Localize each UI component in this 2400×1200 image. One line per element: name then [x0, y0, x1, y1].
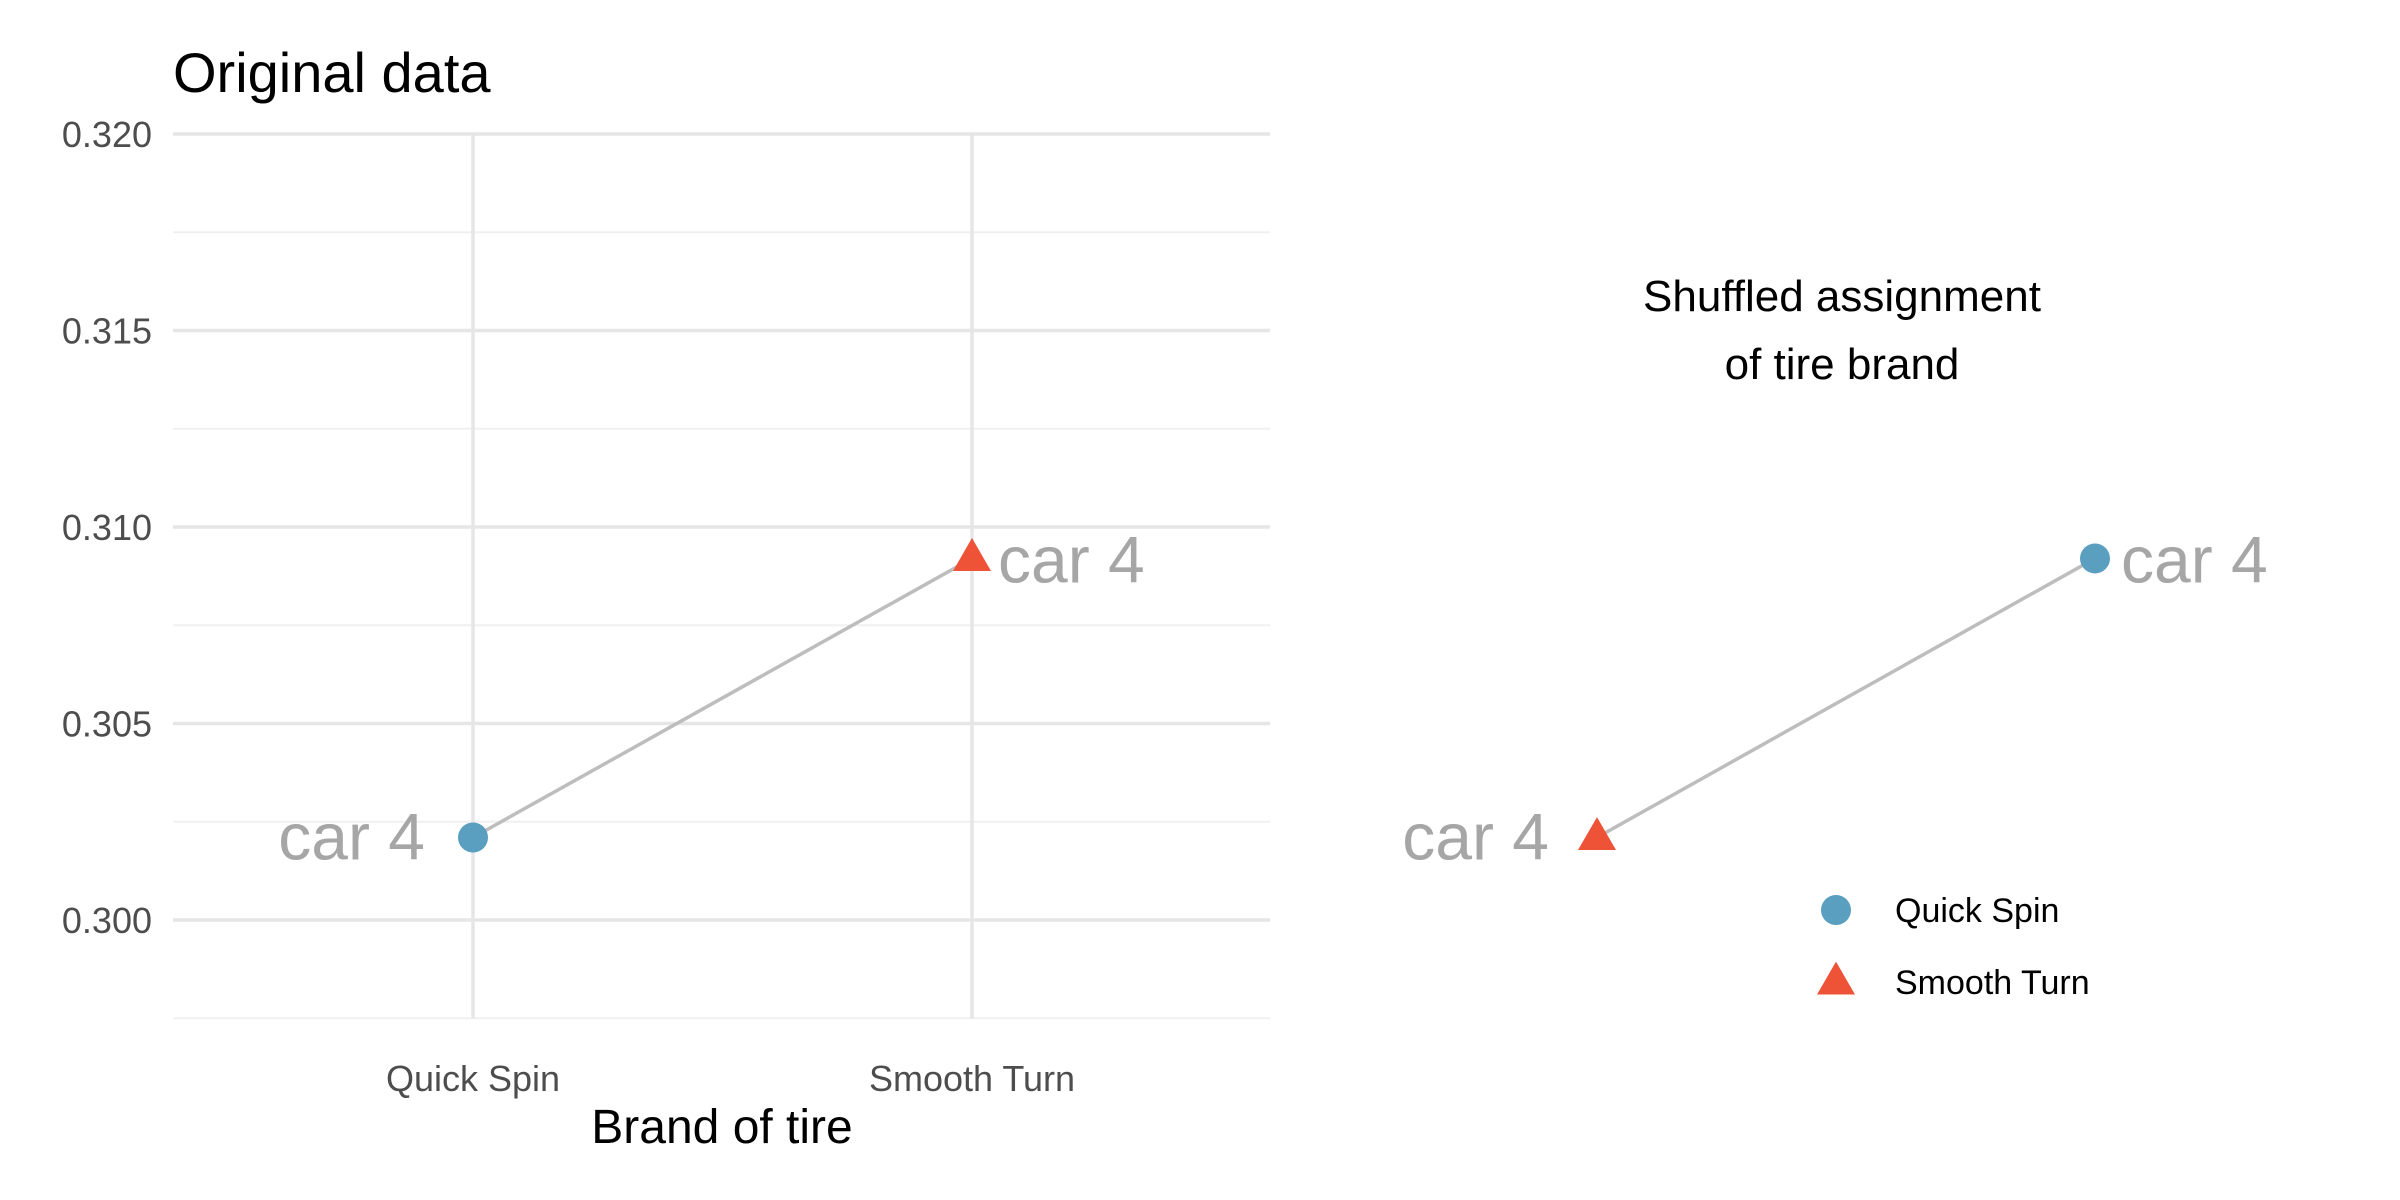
legend: Quick Spin Smooth Turn: [1817, 892, 2090, 1002]
legend-key-smooth-turn: [1817, 961, 1855, 995]
left-y-axis-ticks: 0.300 0.305 0.310 0.315 0.320: [62, 114, 152, 941]
left-grid: [173, 132, 1270, 1020]
y-tick-label: 0.305: [62, 704, 152, 745]
y-tick-label: 0.315: [62, 311, 152, 352]
legend-label: Smooth Turn: [1895, 964, 2090, 1002]
right-chart-title-line-1: Shuffled assignment: [1643, 272, 2041, 321]
x-tick-label: Quick Spin: [386, 1058, 560, 1099]
left-chart-title: Original data: [173, 41, 491, 104]
y-tick-label: 0.300: [62, 900, 152, 941]
right-panel: Shuffled assignment of tire brand car 4c…: [1402, 272, 2267, 1002]
legend-key-quick-spin: [1821, 895, 1851, 925]
left-x-axis-ticks: Quick Spin Smooth Turn: [386, 1058, 1075, 1099]
right-point-smooth-turn: [1578, 817, 1616, 850]
left-point-smooth-turn: [953, 538, 991, 571]
right-connector-line: [1596, 556, 2096, 839]
right-point-quick-spin: [2080, 543, 2110, 574]
left-point-label: car 4: [278, 799, 425, 873]
left-panel: Original data 0.3000.3050.3100.3150.320 …: [62, 41, 1270, 1154]
y-tick-label: 0.320: [62, 114, 152, 155]
right-point-label: car 4: [1402, 799, 1549, 873]
right-point-label: car 4: [2121, 522, 2268, 596]
right-data-marks: car 4 car 4: [1402, 522, 2267, 873]
left-x-axis-label: Brand of tire: [591, 1101, 852, 1154]
left-data-marks: car 4 car 4: [278, 522, 1144, 873]
left-point-quick-spin: [458, 822, 488, 853]
x-tick-label: Smooth Turn: [869, 1058, 1075, 1099]
right-chart-title-line-2: of tire brand: [1725, 340, 1960, 389]
y-tick-label: 0.310: [62, 507, 152, 548]
legend-label: Quick Spin: [1895, 892, 2059, 930]
left-point-label: car 4: [998, 522, 1145, 596]
left-connector-line: [472, 556, 973, 839]
